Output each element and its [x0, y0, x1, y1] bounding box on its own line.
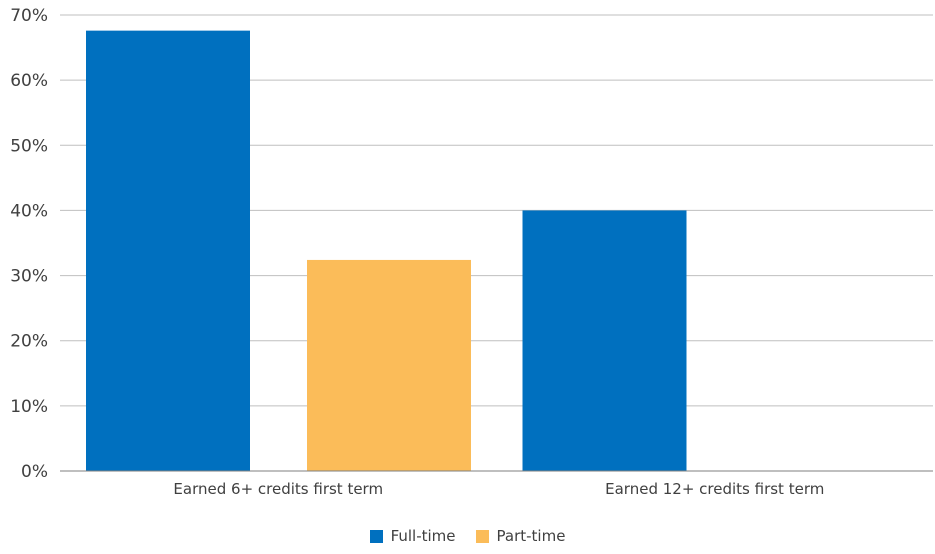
x-category-label: Earned 12+ credits first term [605, 480, 824, 498]
legend-swatch [369, 529, 383, 543]
y-tick-label: 70% [10, 6, 48, 26]
legend-label: Full-time [390, 527, 456, 545]
y-tick-label: 20% [10, 332, 48, 352]
bar-full-time-2 [522, 210, 687, 471]
bar-full-time-1 [86, 30, 250, 472]
y-tick-label: 10% [10, 397, 48, 417]
legend-swatch [475, 529, 489, 543]
y-tick-label: 0% [21, 462, 48, 482]
legend: Full-time Part-time [0, 527, 935, 545]
legend-item: Full-time [369, 527, 456, 545]
y-tick-label: 60% [10, 71, 48, 91]
legend-label: Part-time [496, 527, 566, 545]
y-tick-label: 30% [10, 267, 48, 287]
legend-item: Part-time [475, 527, 566, 545]
bar-part-time-1 [307, 259, 471, 471]
y-tick-label: 40% [10, 201, 48, 221]
x-category-label: Earned 6+ credits first term [173, 480, 383, 498]
y-tick-label: 50% [10, 136, 48, 156]
